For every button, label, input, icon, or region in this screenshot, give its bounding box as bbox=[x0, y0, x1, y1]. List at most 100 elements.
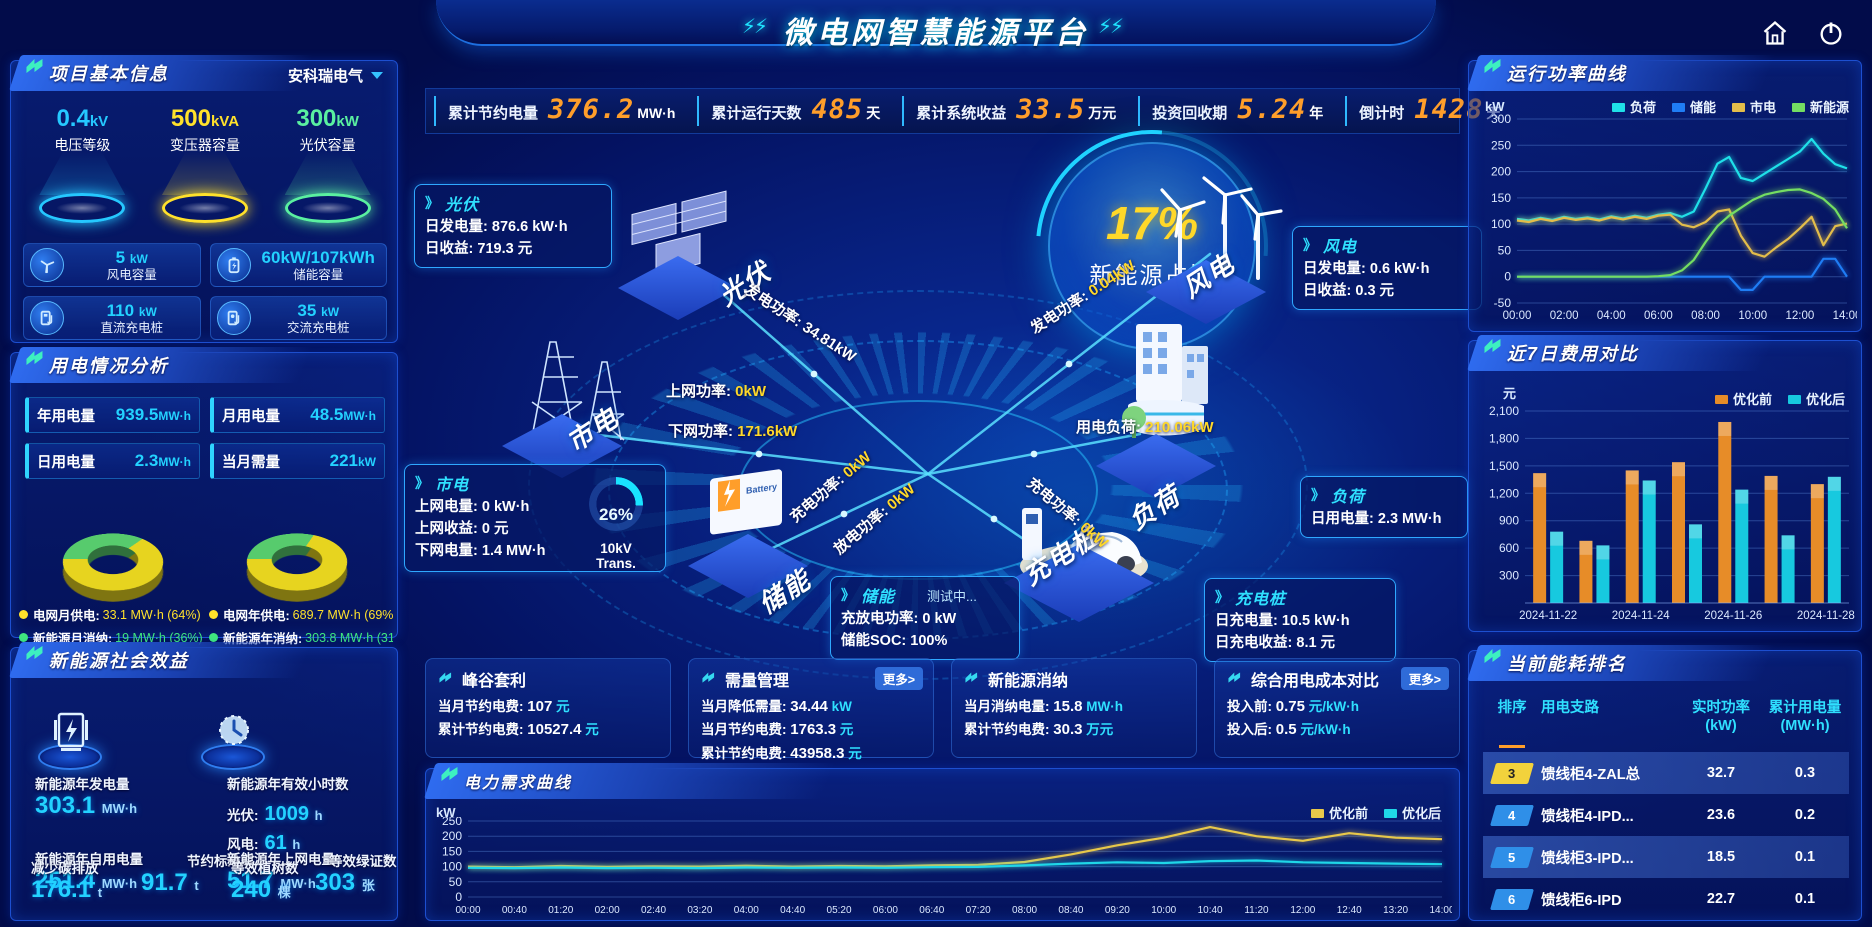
svg-text:100: 100 bbox=[1491, 217, 1511, 231]
wind-icon bbox=[30, 248, 64, 282]
power-value: 22.7 bbox=[1706, 891, 1736, 908]
branch-name: 馈线柜6-IPD bbox=[1541, 892, 1622, 909]
svg-text:300: 300 bbox=[1499, 569, 1519, 583]
svg-text:50: 50 bbox=[1498, 243, 1512, 257]
benefit-card-row: 当月降低需量: 34.44 kW bbox=[701, 698, 852, 715]
benefit-metric: 风电: 61 h bbox=[227, 832, 300, 854]
pedestal-label: 光伏容量 bbox=[299, 137, 356, 153]
svg-text:11:20: 11:20 bbox=[1244, 905, 1269, 916]
capacity-card-text: 5 kW 风电容量 bbox=[70, 248, 194, 282]
power-value: 32.7 bbox=[1706, 765, 1736, 782]
svg-text:06:00: 06:00 bbox=[873, 905, 898, 916]
info-box-row: 日用电量: 2.3 MW·h bbox=[1311, 511, 1442, 527]
benefit-value: 91.7 t bbox=[141, 868, 199, 896]
company-selector[interactable]: 安科瑞电气 bbox=[288, 65, 383, 86]
chevron-down-icon bbox=[371, 72, 383, 79]
legend-dot-icon bbox=[19, 633, 28, 642]
benefit-card-row: 当月消纳电量: 15.8 MW·h bbox=[964, 698, 1123, 715]
capacity-pedestal: 300kW 光伏容量 bbox=[270, 105, 385, 235]
pedestal-ring-icon bbox=[284, 193, 371, 223]
generation-pedestal-icon bbox=[33, 708, 107, 778]
pedestal-value: 300kW bbox=[296, 105, 359, 132]
svg-text:00:00: 00:00 bbox=[455, 905, 480, 916]
svg-text:Battery: Battery bbox=[746, 482, 777, 496]
legend-name: 负荷 bbox=[1629, 100, 1656, 115]
panel-title: 运行功率曲线 bbox=[1506, 64, 1627, 84]
benefit-card-header: 需量管理 bbox=[701, 667, 921, 691]
transformer-gauge: 26% 10kV Trans. bbox=[579, 477, 653, 571]
gauge-value: 26% bbox=[598, 505, 634, 524]
demand-curve-chart: 0 50 100 150 200 250 00:00 00:40 01:20 02:00 02:40… bbox=[434, 814, 1455, 922]
more-button[interactable]: 更多> bbox=[874, 667, 923, 690]
benefit-card-row: 当月节约电费: 1763.3 元 bbox=[701, 721, 854, 739]
svg-text:2024-11-24: 2024-11-24 bbox=[1612, 610, 1671, 622]
table-row: 3 馈线柜4-ZAL总 32.7 0.3 bbox=[1483, 752, 1849, 795]
benefit-card-row: 累计节约电费: 30.3 万元 bbox=[964, 721, 1114, 739]
benefit-metric: 节约标准煤 91.7 t bbox=[141, 854, 255, 896]
svg-text:50: 50 bbox=[449, 875, 463, 889]
legend-swatch-icon bbox=[1310, 809, 1324, 818]
benefit-metric: 减少碳排放 176.1 t bbox=[31, 861, 102, 903]
usage-stat: 日用电量 2.3MW·h bbox=[25, 443, 200, 479]
legend-swatch-icon bbox=[1611, 103, 1625, 112]
panel-corner-icon bbox=[1482, 647, 1504, 669]
info-box-row: 日收益: 719.3 元 bbox=[425, 240, 533, 257]
benefit-metric: 新能源年发电量 303.1 MW·h bbox=[35, 777, 137, 819]
legend-swatch-icon bbox=[1787, 395, 1801, 404]
svg-text:2024-11-22: 2024-11-22 bbox=[1519, 610, 1577, 622]
home-icon[interactable] bbox=[1758, 16, 1792, 50]
info-box-row: 日发电量: 0.6 kW·h bbox=[1303, 261, 1430, 277]
power-value: 18.5 bbox=[1706, 849, 1736, 866]
svg-text:02:00: 02:00 bbox=[595, 905, 620, 916]
panel-corner-icon bbox=[1482, 57, 1504, 79]
legend-item: 优化前 bbox=[1714, 389, 1772, 408]
benefit-value: 61 h bbox=[264, 832, 301, 854]
benefit-card-title: 需量管理 bbox=[725, 673, 790, 690]
info-box-title: 储能 bbox=[861, 589, 896, 606]
info-box-title: 负荷 bbox=[1331, 489, 1366, 506]
benefit-label: 等效植树数 bbox=[231, 861, 299, 876]
rank-badge: 3 bbox=[1489, 762, 1535, 784]
kpi-stat: 累计运行天数 485 天 bbox=[697, 96, 894, 126]
benefit-card-row: 累计节约电费: 43958.3 元 bbox=[701, 744, 862, 762]
svg-text:900: 900 bbox=[1499, 514, 1519, 528]
info-box-title: 市电 bbox=[435, 477, 470, 494]
energy-value: 0.1 bbox=[1794, 891, 1816, 908]
capacity-label: 风电容量 bbox=[106, 267, 157, 282]
kpi-value: 33.5 bbox=[1016, 94, 1086, 125]
column-header: 排序 bbox=[1497, 700, 1527, 716]
testing-status-badge: 测试中... bbox=[927, 588, 977, 604]
svg-text:2024-11-28: 2024-11-28 bbox=[1797, 610, 1855, 622]
svg-text:01:20: 01:20 bbox=[548, 905, 573, 916]
svg-text:250: 250 bbox=[1491, 138, 1511, 152]
info-box-wind: 》风电 日发电量: 0.6 kW·h 日收益: 0.3 元 bbox=[1292, 226, 1482, 310]
benefit-value: 51.7 MW·h bbox=[227, 866, 316, 894]
svg-text:100: 100 bbox=[442, 860, 462, 874]
panel-title: 近7日费用对比 bbox=[1506, 344, 1639, 364]
svg-text:200: 200 bbox=[442, 829, 462, 843]
panel-corner-icon bbox=[1482, 337, 1504, 359]
kpi-unit: 万元 bbox=[1088, 105, 1117, 121]
legend-label: 电网年供电: bbox=[223, 609, 290, 623]
kpi-value: 485 bbox=[811, 94, 864, 125]
column-header: 累计用电量 (MW·h) bbox=[1768, 700, 1842, 735]
kpi-stat: 投资回收期 5.24 年 bbox=[1138, 96, 1337, 126]
more-button[interactable]: 更多> bbox=[1400, 667, 1449, 690]
legend-item: 负荷 bbox=[1611, 97, 1656, 116]
legend-item: 新能源 bbox=[1791, 97, 1849, 116]
legend-value: 19 MW·h (36%) bbox=[115, 630, 203, 645]
legend-name: 优化前 bbox=[1732, 392, 1772, 407]
header-swoosh bbox=[436, 0, 1436, 46]
usage-stat-label: 当月需量 bbox=[222, 454, 280, 471]
usage-stat-label: 年用电量 bbox=[37, 408, 95, 425]
info-box-header: 》光伏 bbox=[425, 191, 601, 215]
flow-label-text: 下网功率: bbox=[668, 423, 738, 440]
power-icon[interactable] bbox=[1814, 16, 1848, 50]
panel-demand-curve: 电力需求曲线 优化前 优化后 kW 0 50 100 150 200 250 00:00 00:… bbox=[424, 763, 1460, 922]
column-header: 用电支路 bbox=[1541, 700, 1599, 716]
chevrons-right-icon: 》 bbox=[425, 195, 439, 211]
svg-text:12:00: 12:00 bbox=[1290, 905, 1315, 916]
table-row: 5 馈线柜3-IPD... 18.5 0.1 bbox=[1483, 836, 1849, 879]
benefit-card: 峰谷套利 当月节约电费: 107 元累计节约电费: 10527.4 元 bbox=[425, 658, 671, 758]
